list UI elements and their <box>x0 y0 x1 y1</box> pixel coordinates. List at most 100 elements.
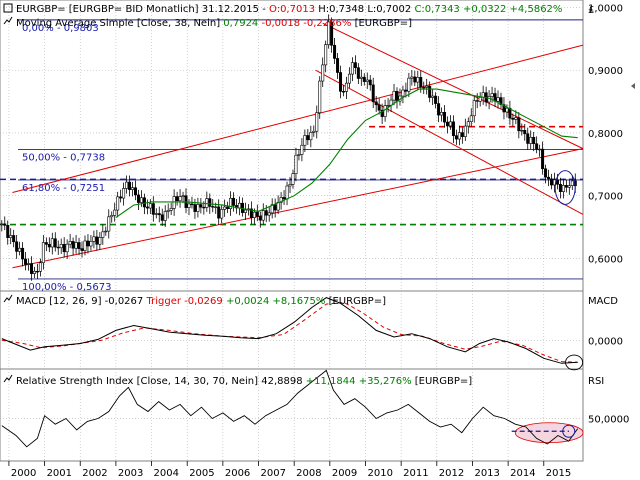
scroll-right-icon[interactable] <box>631 83 635 89</box>
candle-body <box>457 132 461 140</box>
candle-body <box>98 237 102 245</box>
ma-value: 0,7924 <box>223 18 258 29</box>
candle-body <box>12 235 16 243</box>
candle-body <box>267 212 271 216</box>
rsi-legend-icon[interactable] <box>3 374 13 383</box>
candle-body <box>440 112 444 116</box>
candle-body <box>377 104 381 111</box>
candle-body <box>243 209 247 213</box>
trigger-label: Trigger <box>145 296 181 307</box>
candle-body <box>404 89 408 92</box>
x-tick-label: 2006 <box>225 468 250 479</box>
x-tick-label: 2013 <box>474 468 499 479</box>
candle-body <box>472 100 476 117</box>
candle-body <box>41 242 45 264</box>
ma-header: Moving Average Simple [Close, 38, Nein] … <box>16 18 412 29</box>
candle-body <box>532 136 536 145</box>
candle-body <box>196 204 200 212</box>
candle-body <box>380 109 384 117</box>
channel-line <box>315 69 584 215</box>
rsi-highlight-ellipse <box>514 422 584 444</box>
header-change-pct: +4,5862% <box>510 4 563 15</box>
candle-body <box>303 135 307 146</box>
candle-body <box>526 133 530 144</box>
channel-line <box>12 44 584 194</box>
fib-label: 100,00% - 0,5673 <box>22 282 111 293</box>
candle-body <box>570 180 574 186</box>
candle-body <box>199 204 203 208</box>
candle-body <box>71 241 75 249</box>
candle-body <box>401 89 405 97</box>
candle-body <box>50 238 54 248</box>
candle-body <box>89 241 93 247</box>
candle-body <box>425 85 429 88</box>
candle-body <box>416 77 420 83</box>
candle-body <box>517 117 521 132</box>
candle-body <box>187 203 191 208</box>
candle-body <box>273 204 277 211</box>
header-low: L:0,7002 <box>367 4 411 15</box>
candle-body <box>122 188 126 199</box>
candle-body <box>101 231 105 238</box>
price-y-tick-label: 0,7000 <box>588 192 623 203</box>
candle-body <box>53 238 57 248</box>
candle-body <box>9 235 13 238</box>
candle-body <box>505 107 509 113</box>
candle-body <box>434 95 438 104</box>
candle-body <box>410 76 414 79</box>
candle-body <box>353 62 357 68</box>
candle-body <box>428 85 432 98</box>
trigger-change-abs: +0,0024 <box>226 296 269 307</box>
candle-body <box>154 213 158 215</box>
ma-change-pct: -0,2286% <box>303 18 351 29</box>
candle-body <box>407 77 411 92</box>
x-tick-label: 2005 <box>189 468 214 479</box>
fib-label: 50,00% - 0,7738 <box>22 152 105 163</box>
price-highlight-ellipse <box>554 170 576 205</box>
candle-body <box>148 203 152 209</box>
candle-body <box>487 96 491 103</box>
candle-body <box>466 121 470 127</box>
candle-body <box>291 173 295 185</box>
x-tick-label: 2002 <box>82 468 107 479</box>
candle-body <box>300 144 304 155</box>
candle-body <box>74 242 78 249</box>
candle-body <box>110 215 114 218</box>
channel-line <box>12 148 584 269</box>
x-tick-label: 2012 <box>439 468 464 479</box>
candle-body <box>327 21 331 45</box>
price-legend-box-icon[interactable] <box>3 3 13 13</box>
candle-body <box>550 178 554 186</box>
trigger-value: -0,0269 <box>184 296 223 307</box>
candle-body <box>255 211 259 217</box>
candle-body <box>65 243 69 253</box>
macd-highlight-ellipse <box>565 354 584 371</box>
candles <box>0 14 577 281</box>
price-y-tick-label: 1,0000 <box>588 4 623 15</box>
rsi-value: 42,8898 <box>261 376 302 387</box>
macd-line <box>1 297 578 364</box>
rsi-line <box>1 369 579 448</box>
candle-body <box>520 129 524 132</box>
candle-body <box>211 206 215 208</box>
candle-body <box>113 209 117 216</box>
candle-body <box>133 187 137 196</box>
macd-legend-icon[interactable] <box>3 294 13 303</box>
candle-body <box>419 77 423 88</box>
x-tick-label: 2001 <box>47 468 72 479</box>
header-high: H:0,7348 <box>318 4 364 15</box>
macd-panel-title: MACD <box>588 296 618 307</box>
candle-body <box>92 236 96 242</box>
candle-body <box>175 196 179 202</box>
candle-body <box>564 185 568 188</box>
rsi-highlight-circle <box>562 424 576 438</box>
ma-legend-icon[interactable] <box>3 16 13 25</box>
candle-body <box>478 97 482 102</box>
x-tick-label: 2007 <box>261 468 286 479</box>
candle-body <box>217 206 221 219</box>
candle-body <box>330 21 334 46</box>
candle-body <box>535 143 539 150</box>
candle-body <box>561 185 565 192</box>
candle-body <box>142 197 146 208</box>
candle-body <box>252 211 256 218</box>
